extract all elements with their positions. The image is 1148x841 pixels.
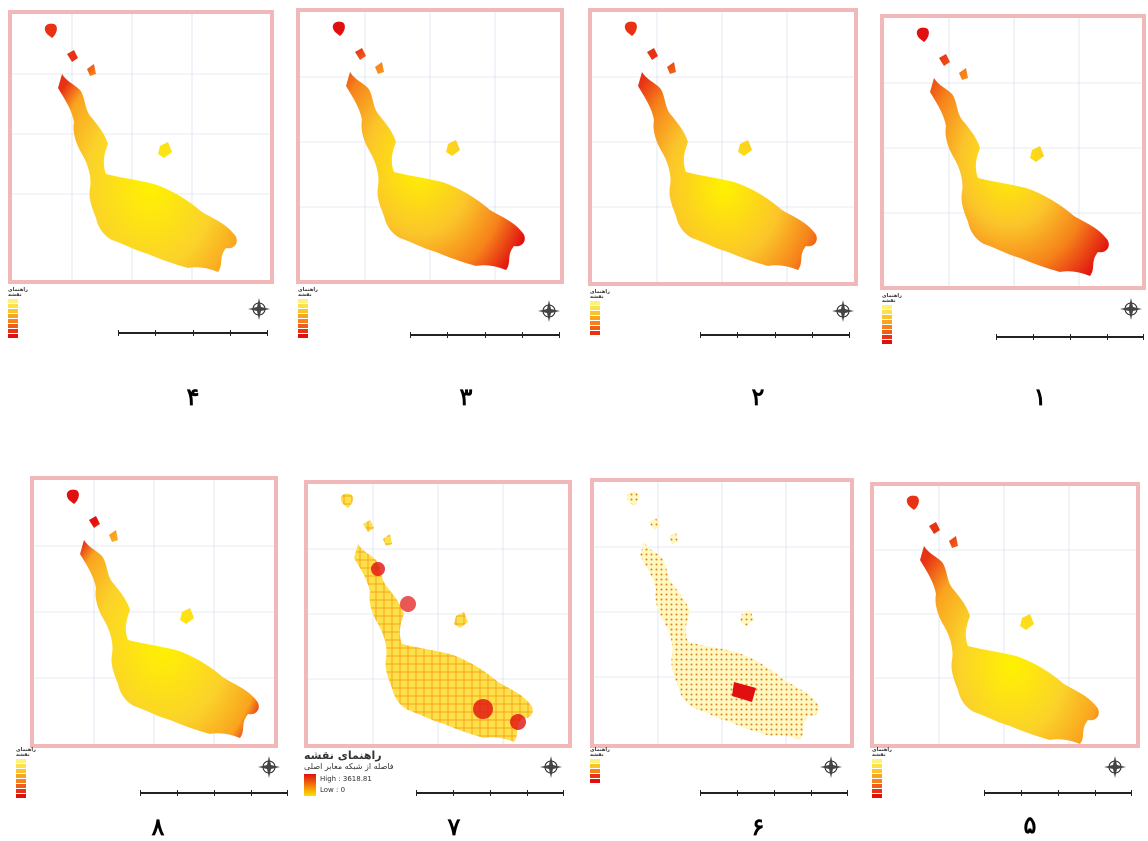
legend: راهنمای نقشه [298,288,318,338]
map-svg [300,12,560,280]
north-arrow-icon [248,298,270,320]
scale-bar [700,790,848,796]
scale-bar [700,332,850,338]
color-ramp [304,774,316,796]
legend-title: راهنمای نقشه [8,287,28,298]
city-shape [332,21,525,270]
scale-bar [416,790,564,796]
legend: راهنمای نقشه [16,748,36,798]
legend-subtitle: فاصله از شبکه معابر اصلی [304,762,394,771]
panel-number: ۳ [459,382,473,411]
legend-title: راهنمای نقشه [298,287,318,298]
scale-bar [996,334,1144,340]
map-frame [590,478,854,748]
legend-title: راهنمای نقشه [16,747,36,758]
legend: راهنمای نقشه [8,288,28,338]
map-frame [296,8,564,284]
north-arrow-icon [820,756,842,778]
legend-high: High : 3618.81 [320,775,372,783]
legend-title: راهنمای نقشه [590,289,610,300]
panel-number: ۷ [447,812,461,841]
city-shape [906,495,1099,744]
city-shape [340,493,533,742]
scale-bar [118,330,268,336]
legend: راهنمای نقشه [590,748,610,783]
legend-title: راهنمای نقشه [304,749,382,762]
map-svg [34,480,274,744]
city-shape [66,489,259,738]
city-shape [624,21,817,270]
north-arrow-icon [258,756,280,778]
map-frame [588,8,858,286]
legend: راهنمای نقشه [590,290,610,335]
map-svg [12,14,270,280]
panel-number: ۸ [151,812,165,841]
scale-bar [140,790,288,796]
panel-number: ۲ [751,382,765,411]
legend: راهنمای نقشه [882,294,902,344]
north-arrow-icon [1120,298,1142,320]
panel-number: ۵ [1023,810,1037,839]
city-shape [626,491,819,740]
legend: راهنمای نقشه [872,748,892,798]
panel-number: ۱ [1033,382,1047,411]
north-arrow-icon [832,300,854,322]
map-svg [874,486,1136,744]
legend-title: راهنمای نقشه [872,747,892,758]
map-frame [880,14,1146,290]
map-svg [594,482,850,744]
north-arrow-icon [540,756,562,778]
map-frame [30,476,278,748]
north-arrow-icon [538,300,560,322]
legend: راهنمای نقشه فاصله از شبکه معابر اصلی Hi… [304,750,414,796]
north-arrow-icon [1104,756,1126,778]
city-shape [44,23,237,272]
map-svg [884,18,1142,286]
panel-number: ۴ [186,382,200,411]
legend-title: راهنمای نقشه [882,293,902,304]
legend-low: Low : 0 [320,786,346,794]
map-svg [592,12,854,282]
scale-bar [410,332,560,338]
map-frame [870,482,1140,748]
scale-bar [984,790,1132,796]
panel-number: ۶ [751,812,765,841]
map-frame [8,10,274,284]
map-frame [304,480,572,748]
map-svg [308,484,568,744]
city-shape [916,27,1109,276]
legend-title: راهنمای نقشه [590,747,610,758]
